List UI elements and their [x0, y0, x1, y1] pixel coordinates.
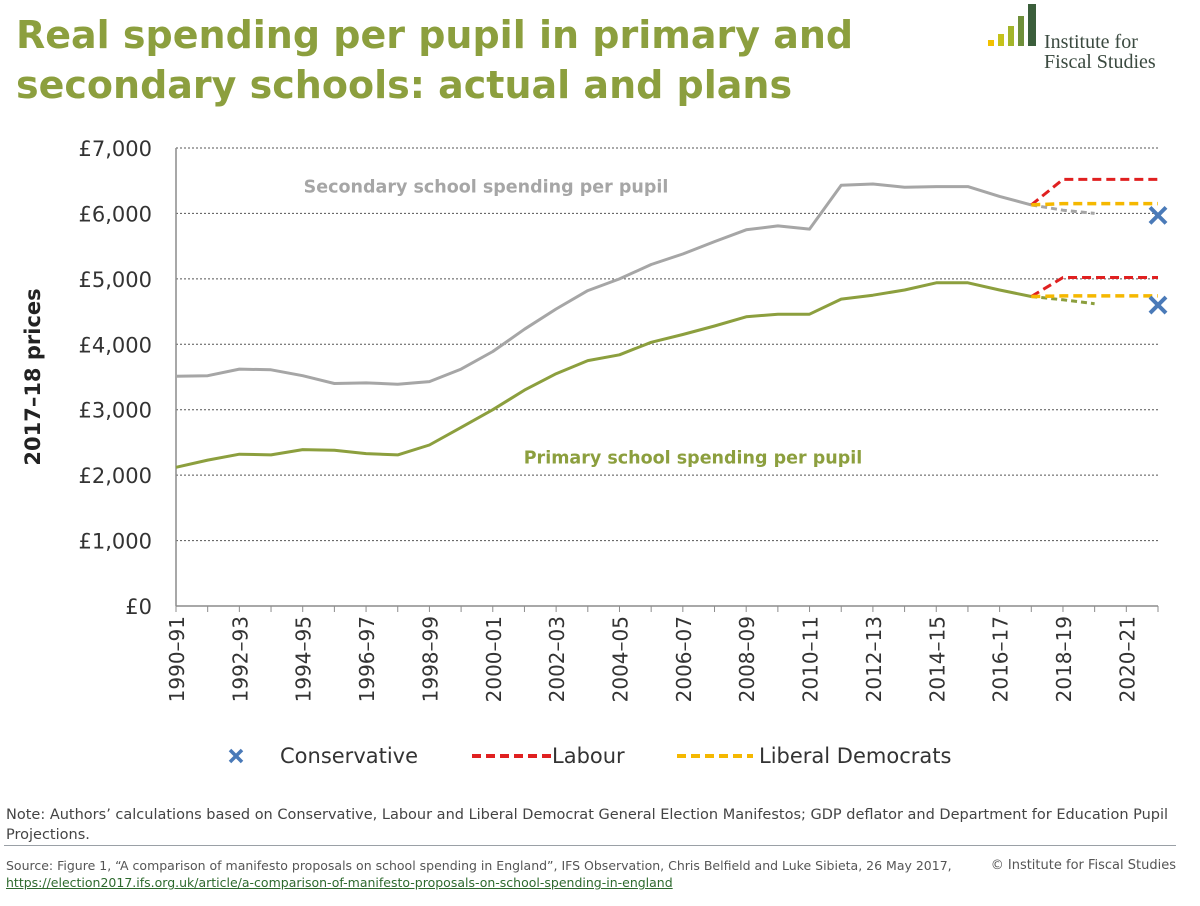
conservative-marker-secondary — [1148, 205, 1168, 225]
legend-label-libdem: Liberal Democrats — [759, 744, 952, 768]
x-tick-label: 1998–99 — [418, 616, 442, 702]
chart-source: Source: Figure 1, “A comparison of manif… — [6, 857, 966, 891]
logo-line-1: Institute for — [1044, 31, 1138, 53]
x-tick-label: 1992–93 — [228, 616, 252, 702]
libdem-primary-line — [1031, 294, 1158, 299]
legend-label-conservative: Conservative — [280, 744, 419, 768]
y-tick-label-3000: £3,000 — [79, 399, 152, 423]
chart-legend: Conservative Labour Liberal Democrats — [220, 738, 1020, 774]
x-tick-label: 2014–15 — [925, 616, 949, 702]
source-text: Source: Figure 1, “A comparison of manif… — [6, 858, 952, 873]
y-tick-label-4000: £4,000 — [79, 333, 152, 357]
x-tick-label: 2008–09 — [735, 616, 759, 702]
footer-divider — [4, 845, 1176, 846]
labour-primary-line — [1030, 276, 1158, 298]
y-tick-label-6000: £6,000 — [79, 202, 152, 226]
logo-bar-2 — [998, 34, 1004, 46]
secondary-line — [175, 182, 1032, 386]
secondary-annotation-bg — [296, 172, 676, 199]
labour-dash-icon — [472, 754, 552, 758]
marker-stroke — [1148, 205, 1168, 225]
primary-annotation-bg — [514, 443, 872, 470]
y-tick-label-0: £0 — [125, 595, 152, 619]
y-axis-label: 2017–18 prices — [21, 288, 45, 465]
title-line-1: Real spending per pupil in primary and — [16, 13, 854, 57]
y-tick-label-7000: £7,000 — [79, 137, 152, 161]
primary-baseline-projection — [1031, 295, 1095, 306]
secondary-baseline-projection — [1031, 203, 1095, 215]
x-tick-label: 2000–01 — [482, 616, 506, 702]
x-tick-label: 2002–03 — [545, 616, 569, 702]
logo-bars-icon — [988, 4, 1036, 46]
y-tick-label-5000: £5,000 — [79, 268, 152, 292]
x-tick-label: 2012–13 — [862, 616, 886, 702]
conservative-marker-primary — [1148, 295, 1168, 315]
x-tick-label: 2018–19 — [1052, 616, 1076, 702]
logo-line-2: Fiscal Studies — [1044, 51, 1156, 73]
labour-secondary-line — [1030, 177, 1158, 207]
secondary-annotation: Secondary school spending per pupil — [304, 178, 669, 198]
libdem-dash-icon — [677, 754, 753, 758]
primary-annotation: Primary school spending per pupil — [524, 448, 863, 468]
legend-label-labour: Labour — [552, 744, 625, 768]
x-tick-label: 1996–97 — [355, 616, 379, 702]
x-tick-label: 2020–21 — [1115, 616, 1139, 702]
libdem-secondary-line — [1031, 201, 1158, 207]
spending-chart: £0 £1,000 £2,000 £3,000 £4,000 £5,000 £6,000 £7… — [21, 137, 1168, 702]
chart-note: Note: Authors’ calculations based on Con… — [6, 807, 1169, 843]
ifs-logo[interactable]: Institute for Fiscal Studies — [988, 4, 1188, 74]
logo-bar-4 — [1018, 16, 1024, 46]
y-tick-label-2000: £2,000 — [79, 464, 152, 488]
logo-bar-3 — [1008, 26, 1014, 46]
x-tick-label: 1990–91 — [165, 616, 189, 702]
copyright: © Institute for Fiscal Studies — [990, 858, 1176, 873]
title-line-2: secondary schools: actual and plans — [16, 63, 793, 107]
logo-text: Institute for Fiscal Studies — [1044, 32, 1156, 72]
logo-bar-5 — [1028, 4, 1036, 46]
x-tick-label: 2016–17 — [989, 616, 1013, 702]
x-tick-label: 2010–11 — [799, 616, 823, 702]
x-tick-label: 2004–05 — [608, 616, 632, 702]
conservative-marker-icon — [228, 748, 244, 764]
x-tick-label: 2006–07 — [672, 616, 696, 702]
source-link[interactable]: https://election2017.ifs.org.uk/article/… — [6, 875, 673, 890]
y-tick-label-1000: £1,000 — [79, 530, 152, 554]
logo-bar-1 — [988, 40, 994, 46]
primary-line — [175, 281, 1032, 469]
x-tick-label: 1994–95 — [292, 616, 316, 702]
chart-title: Real spending per pupil in primary and s… — [16, 10, 916, 110]
marker-stroke — [1148, 295, 1168, 315]
